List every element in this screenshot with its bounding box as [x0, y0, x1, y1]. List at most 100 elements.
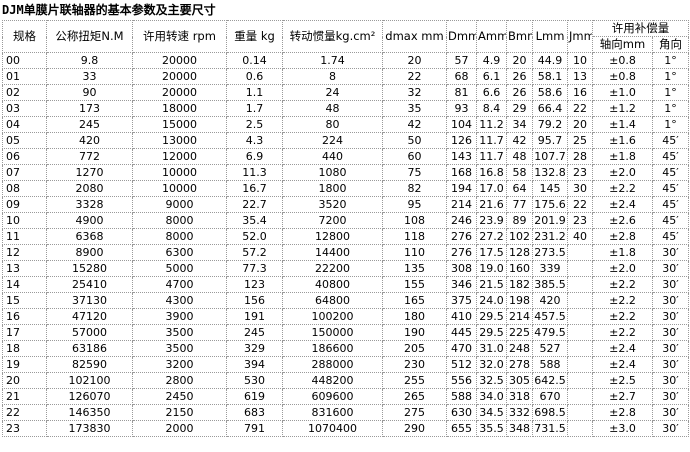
cell: 20000 — [132, 52, 227, 69]
cell: 32.0 — [476, 356, 507, 373]
cell: 08 — [2, 180, 47, 197]
cell: 1.74 — [282, 52, 383, 69]
cell: 4700 — [132, 276, 227, 293]
table-row: 03 173 18000 1.7 48 35 93 8.4 29 66.4 22 ±1.2 1° — [2, 100, 689, 117]
cell: 57000 — [46, 324, 133, 341]
cell: 22 — [2, 404, 47, 421]
cell: 45′ — [652, 132, 689, 149]
cell: 245 — [46, 116, 133, 133]
cell: 6.6 — [476, 84, 507, 101]
cell: 02 — [2, 84, 47, 101]
cell: 60 — [382, 148, 447, 165]
cell: 20 — [382, 52, 447, 69]
cell: 440 — [282, 148, 383, 165]
cell: 191 — [226, 308, 283, 325]
cell: 30′ — [652, 260, 689, 277]
cell: 420 — [532, 292, 568, 309]
cell: 231.2 — [532, 228, 568, 245]
cell: 731.5 — [532, 420, 568, 437]
cell: 19 — [2, 356, 47, 373]
cell: 8900 — [46, 244, 133, 261]
cell: 630 — [446, 404, 477, 421]
table-row: 22 146350 2150 683 831600 275 630 34.5 332 698.5 ±… — [2, 404, 689, 421]
cell: 619 — [226, 388, 283, 405]
cell: 10 — [567, 52, 593, 69]
cell: 29.5 — [476, 308, 507, 325]
cell: 14400 — [282, 244, 383, 261]
cell: 30′ — [652, 404, 689, 421]
column-header: 公称扭矩N.M — [46, 20, 133, 53]
table-row: 05 420 13000 4.3 224 50 126 11.7 42 95.7 25 ±1.6 45′ — [2, 132, 689, 149]
cell: 21.5 — [476, 276, 507, 293]
cell: 57.2 — [226, 244, 283, 261]
table-row: 21 126070 2450 619 609600 265 588 34.0 318 670 ±2.… — [2, 388, 689, 405]
cell: ±3.0 — [592, 420, 653, 437]
cell: 110 — [382, 244, 447, 261]
cell: 16 — [567, 84, 593, 101]
cell: 13000 — [132, 132, 227, 149]
cell: ±2.4 — [592, 196, 653, 213]
column-header: Lmm — [532, 20, 568, 53]
cell: 512 — [446, 356, 477, 373]
cell: 35.4 — [226, 212, 283, 229]
cell: 276 — [446, 228, 477, 245]
cell: 160 — [506, 260, 533, 277]
column-header: 重量 kg — [226, 20, 283, 53]
cell: 1270 — [46, 164, 133, 181]
header-row: 规格 公称扭矩N.M 许用转速 rpm 重量 kg 转动惯量kg.cm² dmax mm D… — [2, 20, 689, 53]
cell: 135 — [382, 260, 447, 277]
cell: 7200 — [282, 212, 383, 229]
table-row: 07 1270 10000 11.3 1080 75 168 16.8 58 132.8 23 ±2.… — [2, 164, 689, 181]
empty-cell — [567, 356, 593, 373]
cell: 07 — [2, 164, 47, 181]
cell: 04 — [2, 116, 47, 133]
cell: 30′ — [652, 292, 689, 309]
cell: 3900 — [132, 308, 227, 325]
cell: 3520 — [282, 196, 383, 213]
cell: 23.9 — [476, 212, 507, 229]
cell: 95 — [382, 196, 447, 213]
cell: 30′ — [652, 324, 689, 341]
cell: 82590 — [46, 356, 133, 373]
table-row: 11 6368 8000 52.0 12800 118 276 27.2 102 231.2 40 ±… — [2, 228, 689, 245]
cell: 278 — [506, 356, 533, 373]
cell: 655 — [446, 420, 477, 437]
table-row: 20 102100 2800 530 448200 255 556 32.5 305 642.5 ±… — [2, 372, 689, 389]
cell: 45′ — [652, 164, 689, 181]
cell: 63186 — [46, 340, 133, 357]
cell: 15280 — [46, 260, 133, 277]
cell: 4.9 — [476, 52, 507, 69]
cell: 791 — [226, 420, 283, 437]
cell: 18000 — [132, 100, 227, 117]
empty-cell — [567, 260, 593, 277]
cell: 47120 — [46, 308, 133, 325]
table-row: 23 173830 2000 791 1070400 290 655 35.5 348 731.5… — [2, 420, 689, 437]
cell: 118 — [382, 228, 447, 245]
cell: 1800 — [282, 180, 383, 197]
cell: 35 — [382, 100, 447, 117]
title: DJM单膜片联轴器的基本参数及主要尺寸 — [2, 3, 216, 17]
cell: 42 — [506, 132, 533, 149]
cell: 145 — [532, 180, 568, 197]
cell: 609600 — [282, 388, 383, 405]
cell: 17.5 — [476, 244, 507, 261]
column-header: 规格 — [2, 20, 47, 53]
cell: 25 — [567, 132, 593, 149]
cell: 1.7 — [226, 100, 283, 117]
cell: 3328 — [46, 196, 133, 213]
cell: 205 — [382, 340, 447, 357]
table-row: 17 57000 3500 245 150000 190 445 29.5 225 479.5 ±2… — [2, 324, 689, 341]
cell: 00 — [2, 52, 47, 69]
cell: 28 — [567, 148, 593, 165]
table-row: 00 9.8 20000 0.14 1.74 20 57 4.9 20 44.9 10 ±0.8 1° — [2, 52, 689, 69]
cell: 245 — [226, 324, 283, 341]
table-row: 06 772 12000 6.9 440 60 143 11.7 48 107.7 28 ±1.8 45… — [2, 148, 689, 165]
cell: 2800 — [132, 372, 227, 389]
cell: 45′ — [652, 148, 689, 165]
cell: 276 — [446, 244, 477, 261]
cell: 58.6 — [532, 84, 568, 101]
cell: 45′ — [652, 196, 689, 213]
table-header: 规格 公称扭矩N.M 许用转速 rpm 重量 kg 转动惯量kg.cm² dmax mm D… — [2, 20, 689, 53]
sub-header: 轴向mm — [592, 36, 653, 53]
cell: 132.8 — [532, 164, 568, 181]
